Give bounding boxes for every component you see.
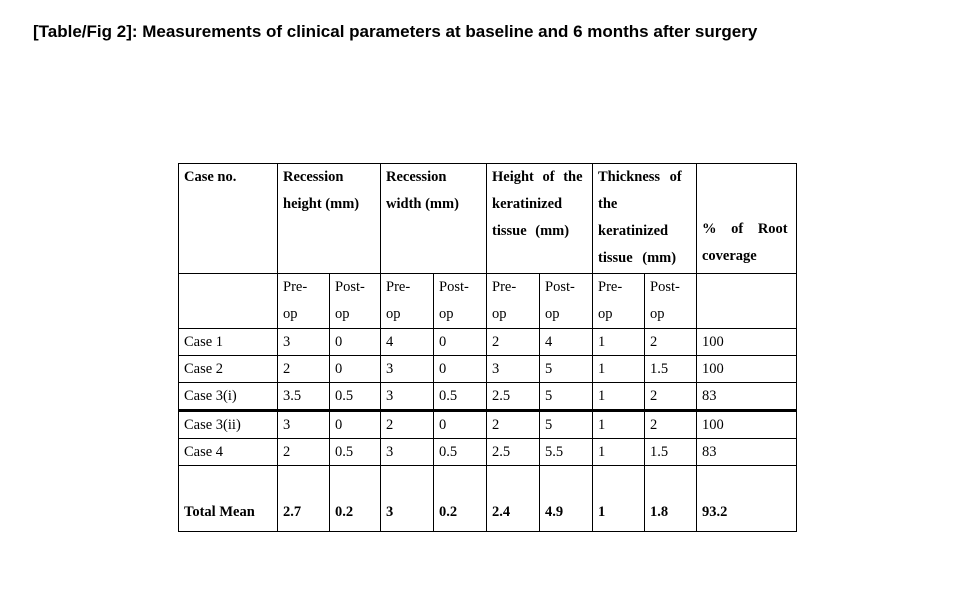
data-cell: 0: [329, 328, 381, 356]
data-cell: 100: [696, 328, 797, 356]
data-cell: 2: [644, 382, 697, 411]
data-cell: 2.7: [277, 465, 330, 532]
header-group-row: Case no. Recession height (mm) Recession…: [178, 163, 797, 274]
header-cell-height-keratinized: Height of the keratinized tissue (mm): [486, 163, 593, 274]
row-label: Total Mean: [178, 465, 278, 532]
subheader-row: Pre- op Post- op Pre- op Post- op Pre- o…: [178, 273, 797, 329]
data-cell: 2.5: [486, 382, 540, 411]
data-cell: 1: [592, 438, 645, 466]
subheader-hkt-pre: Pre- op: [486, 273, 540, 329]
subheader-rh-post: Post- op: [329, 273, 381, 329]
subheader-hkt-post: Post- op: [539, 273, 593, 329]
data-cell: 83: [696, 438, 797, 466]
data-cell: 1: [592, 355, 645, 383]
header-cell-recession-height: Recession height (mm): [277, 163, 381, 274]
data-cell: 2: [486, 409, 540, 439]
table-row-case-2: Case 2 2 0 3 0 3 5 1 1.5 100: [178, 355, 797, 383]
data-cell: 5: [539, 382, 593, 411]
data-cell: 1.5: [644, 438, 697, 466]
data-cell: 1.5: [644, 355, 697, 383]
data-cell: 2: [380, 409, 434, 439]
figure-title: [Table/Fig 2]: Measurements of clinical …: [33, 22, 758, 41]
table-row-case-1: Case 1 3 0 4 0 2 4 1 2 100: [178, 328, 797, 356]
data-cell: 2: [644, 328, 697, 356]
data-cell: 83: [696, 382, 797, 411]
header-cell-root-coverage: % of Root coverage: [696, 163, 797, 274]
subheader-tkt-post: Post- op: [644, 273, 697, 329]
data-cell: 3: [486, 355, 540, 383]
data-cell: 4: [539, 328, 593, 356]
row-label: Case 4: [178, 438, 278, 466]
data-cell: 1: [592, 409, 645, 439]
data-cell: 1: [592, 328, 645, 356]
subheader-rw-pre: Pre- op: [380, 273, 434, 329]
subheader-tkt-pre: Pre- op: [592, 273, 645, 329]
data-cell: 0: [433, 355, 487, 383]
data-cell: 3.5: [277, 382, 330, 411]
header-cell-case-no: Case no.: [178, 163, 278, 274]
row-label: Case 3(i): [178, 382, 278, 411]
data-cell: 0: [329, 409, 381, 439]
data-cell: 3: [380, 382, 434, 411]
measurements-table: Case no. Recession height (mm) Recession…: [178, 163, 797, 532]
subheader-empty-right: [696, 273, 797, 329]
data-cell: 4.9: [539, 465, 593, 532]
table-row-case-3i: Case 3(i) 3.5 0.5 3 0.5 2.5 5 1 2 83: [178, 382, 797, 411]
data-cell: 3: [380, 438, 434, 466]
data-cell: 0.2: [433, 465, 487, 532]
data-cell: 0: [433, 409, 487, 439]
data-cell: 2: [486, 328, 540, 356]
data-cell: 2: [277, 438, 330, 466]
data-cell: 0: [433, 328, 487, 356]
row-label: Case 2: [178, 355, 278, 383]
subheader-empty-left: [178, 273, 278, 329]
data-cell: 1.8: [644, 465, 697, 532]
data-cell: 3: [380, 355, 434, 383]
data-cell: 0.2: [329, 465, 381, 532]
data-cell: 0.5: [329, 438, 381, 466]
data-cell: 1: [592, 382, 645, 411]
data-cell: 2: [644, 409, 697, 439]
table-row-total-mean: Total Mean 2.7 0.2 3 0.2 2.4 4.9 1 1.8 9…: [178, 465, 797, 532]
data-cell: 5.5: [539, 438, 593, 466]
data-cell: 3: [277, 409, 330, 439]
data-cell: 5: [539, 409, 593, 439]
table-row-case-3ii: Case 3(ii) 3 0 2 0 2 5 1 2 100: [178, 409, 797, 439]
data-cell: 0.5: [433, 438, 487, 466]
header-cell-recession-width: Recession width (mm): [380, 163, 487, 274]
row-label: Case 3(ii): [178, 409, 278, 439]
data-cell: 0.5: [329, 382, 381, 411]
data-cell: 2.5: [486, 438, 540, 466]
data-cell: 3: [380, 465, 434, 532]
data-cell: 5: [539, 355, 593, 383]
data-cell: 100: [696, 355, 797, 383]
header-cell-thickness-keratinized: Thickness of the keratinized tissue (mm): [592, 163, 697, 274]
data-cell: 0.5: [433, 382, 487, 411]
data-cell: 3: [277, 328, 330, 356]
table-row-case-4: Case 4 2 0.5 3 0.5 2.5 5.5 1 1.5 83: [178, 438, 797, 466]
row-label: Case 1: [178, 328, 278, 356]
data-cell: 4: [380, 328, 434, 356]
data-cell: 2.4: [486, 465, 540, 532]
subheader-rw-post: Post- op: [433, 273, 487, 329]
data-cell: 93.2: [696, 465, 797, 532]
data-cell: 2: [277, 355, 330, 383]
data-cell: 1: [592, 465, 645, 532]
data-cell: 100: [696, 409, 797, 439]
subheader-rh-pre: Pre- op: [277, 273, 330, 329]
data-cell: 0: [329, 355, 381, 383]
